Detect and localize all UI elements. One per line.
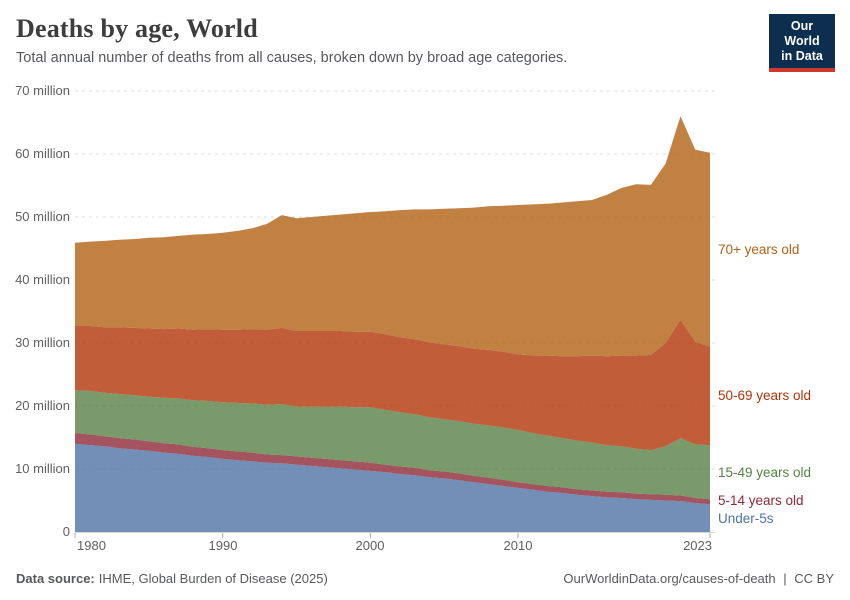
license-label[interactable]: CC BY <box>794 571 834 586</box>
x-axis-label-2010: 2010 <box>503 538 533 553</box>
area-15-49-years-old[interactable] <box>75 390 710 500</box>
chart-subtitle: Total annual number of deaths from all c… <box>16 50 568 66</box>
x-axis-label-2023: 2023 <box>683 538 712 553</box>
chart-footer: Data source: IHME, Global Burden of Disea… <box>16 571 834 586</box>
footer-separator: | <box>783 571 787 586</box>
series-label-under-5s[interactable]: Under-5s <box>718 511 774 526</box>
owid-logo-line2: in Data <box>781 49 823 63</box>
data-source-value: IHME, Global Burden of Disease (2025) <box>98 571 328 586</box>
data-source-line: Data source: IHME, Global Burden of Disea… <box>16 571 328 586</box>
owid-logo[interactable]: Our World in Data <box>769 14 835 72</box>
y-axis-label-40: 40 million <box>15 272 70 287</box>
y-axis-label-60: 60 million <box>15 146 70 161</box>
footer-link[interactable]: OurWorldinData.org/causes-of-death <box>563 571 776 586</box>
data-source-label: Data source: <box>16 571 95 586</box>
area-70-years-old[interactable] <box>75 116 710 357</box>
series-label-15-49-years-old[interactable]: 15-49 years old <box>718 465 812 480</box>
y-axis-label-20: 20 million <box>15 398 70 413</box>
x-axis-label-1990: 1990 <box>208 538 238 553</box>
owid-logo-line1: Our World <box>784 19 820 48</box>
series-label-70-years-old[interactable]: 70+ years old <box>718 242 800 257</box>
area-50-69-years-old[interactable] <box>75 319 710 451</box>
series-label-5-14-years-old[interactable]: 5-14 years old <box>718 493 804 508</box>
area-5-14-years-old[interactable] <box>75 433 710 505</box>
footer-attribution: OurWorldinData.org/causes-of-death | CC … <box>559 571 834 586</box>
page-title: Deaths by age, World <box>16 14 258 43</box>
y-axis-label-50: 50 million <box>15 209 70 224</box>
x-axis-label-2000: 2000 <box>355 538 385 553</box>
series-label-50-69-years-old[interactable]: 50-69 years old <box>718 388 812 403</box>
y-axis-label-10: 10 million <box>15 461 70 476</box>
y-axis-label-30: 30 million <box>15 335 70 350</box>
area-under-5s[interactable] <box>75 443 710 532</box>
x-axis-label-1980: 1980 <box>77 538 106 553</box>
y-axis-label-0: 0 <box>62 524 70 539</box>
y-axis-label-70: 70 million <box>15 83 70 98</box>
